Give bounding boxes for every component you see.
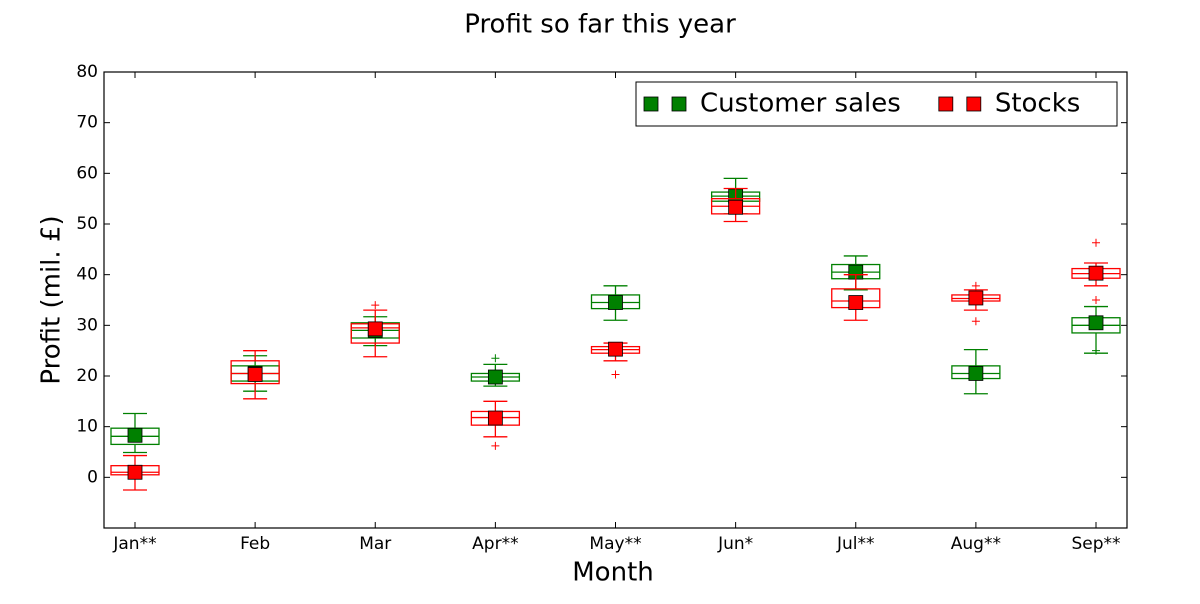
outlier (1092, 346, 1101, 355)
x-tick-label: Mar (359, 534, 391, 554)
mean-marker (968, 290, 984, 306)
legend-label: Customer sales (700, 89, 901, 119)
y-axis-label: Profit (mil. £) (37, 215, 67, 384)
y-tick-label: 10 (76, 417, 98, 437)
legend: Customer sales Stocks (635, 81, 1118, 127)
x-tick-label: Apr** (472, 534, 518, 554)
outlier (1092, 296, 1101, 304)
outlier (611, 370, 620, 379)
mean-marker (487, 410, 503, 426)
y-tick-label: 60 (76, 163, 98, 183)
mean-marker (848, 295, 864, 310)
mean-marker (127, 427, 143, 443)
mean-marker (367, 321, 383, 337)
mean-marker (608, 341, 623, 357)
chart-title: Profit so far this year (464, 10, 736, 40)
x-axis-label: Month (572, 558, 654, 588)
outlier (491, 354, 500, 363)
x-tick-label: May** (589, 534, 641, 554)
legend-frame (635, 81, 1118, 127)
legend-swatch (966, 96, 982, 112)
mean-marker (127, 464, 143, 480)
mean-marker (247, 367, 263, 382)
y-tick-label: 80 (76, 62, 98, 82)
mean-marker (728, 199, 744, 215)
mean-marker (968, 366, 984, 381)
x-tick-label: Feb (240, 534, 270, 554)
x-tick-label: Jun* (717, 534, 753, 554)
x-tick-label: Jul** (836, 534, 875, 554)
legend-swatch (938, 96, 954, 112)
x-tick-label: Jan** (112, 534, 156, 554)
y-tick-label: 20 (76, 366, 98, 386)
legend-swatch (643, 96, 659, 112)
x-tick-label: Sep** (1071, 534, 1120, 554)
legend-swatch (671, 96, 687, 112)
mean-marker (1088, 315, 1104, 331)
x-tick-label: Aug** (951, 534, 1001, 554)
y-tick-label: 70 (76, 113, 98, 133)
outlier (1092, 238, 1101, 247)
legend-label: Stocks (995, 89, 1081, 119)
mean-marker (1088, 265, 1104, 281)
outlier (971, 317, 980, 326)
plot-frame (103, 71, 1128, 529)
outlier (971, 281, 980, 290)
y-tick-label: 30 (76, 315, 98, 335)
y-tick-label: 40 (76, 265, 98, 285)
outlier (491, 441, 500, 450)
box-series (110, 187, 1121, 491)
y-tick-label: 50 (76, 214, 98, 234)
y-tick-label: 0 (87, 467, 98, 487)
mean-marker (487, 369, 503, 385)
mean-marker (608, 295, 623, 310)
outlier (371, 301, 380, 310)
